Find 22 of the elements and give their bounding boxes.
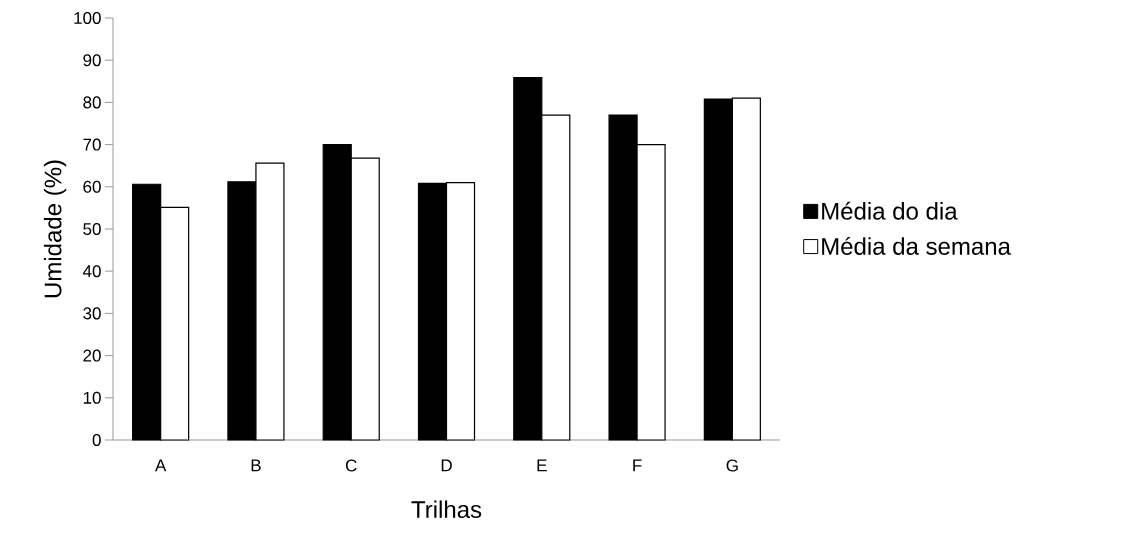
x-axis-title: Trilhas <box>411 500 482 519</box>
x-tick-label: B <box>251 459 261 472</box>
x-tick-label: D <box>441 459 452 472</box>
y-tick-label: 100 <box>74 11 101 25</box>
y-tick-label: 90 <box>83 54 101 67</box>
y-tick-label: 50 <box>83 222 101 236</box>
y-tick-label: 20 <box>83 349 101 362</box>
y-tick-label: 40 <box>82 265 101 278</box>
x-tick-label: E <box>537 459 547 472</box>
x-tick-label: F <box>633 459 642 472</box>
y-tick-label: 10 <box>83 391 101 404</box>
y-tick-label: 60 <box>83 180 101 193</box>
x-tick-label: C <box>345 459 357 472</box>
legend-label: Média da semana <box>822 236 1011 255</box>
legend-label: Média do dia <box>822 201 958 220</box>
y-tick-label: 80 <box>83 96 101 109</box>
y-tick-label: 0 <box>92 433 101 447</box>
y-axis-title: Umidade (%) <box>43 160 67 298</box>
y-tick-label: 70 <box>83 138 101 151</box>
x-tick-label: A <box>155 459 167 472</box>
y-tick-label: 30 <box>83 307 101 320</box>
x-tick-label: G <box>726 459 738 472</box>
